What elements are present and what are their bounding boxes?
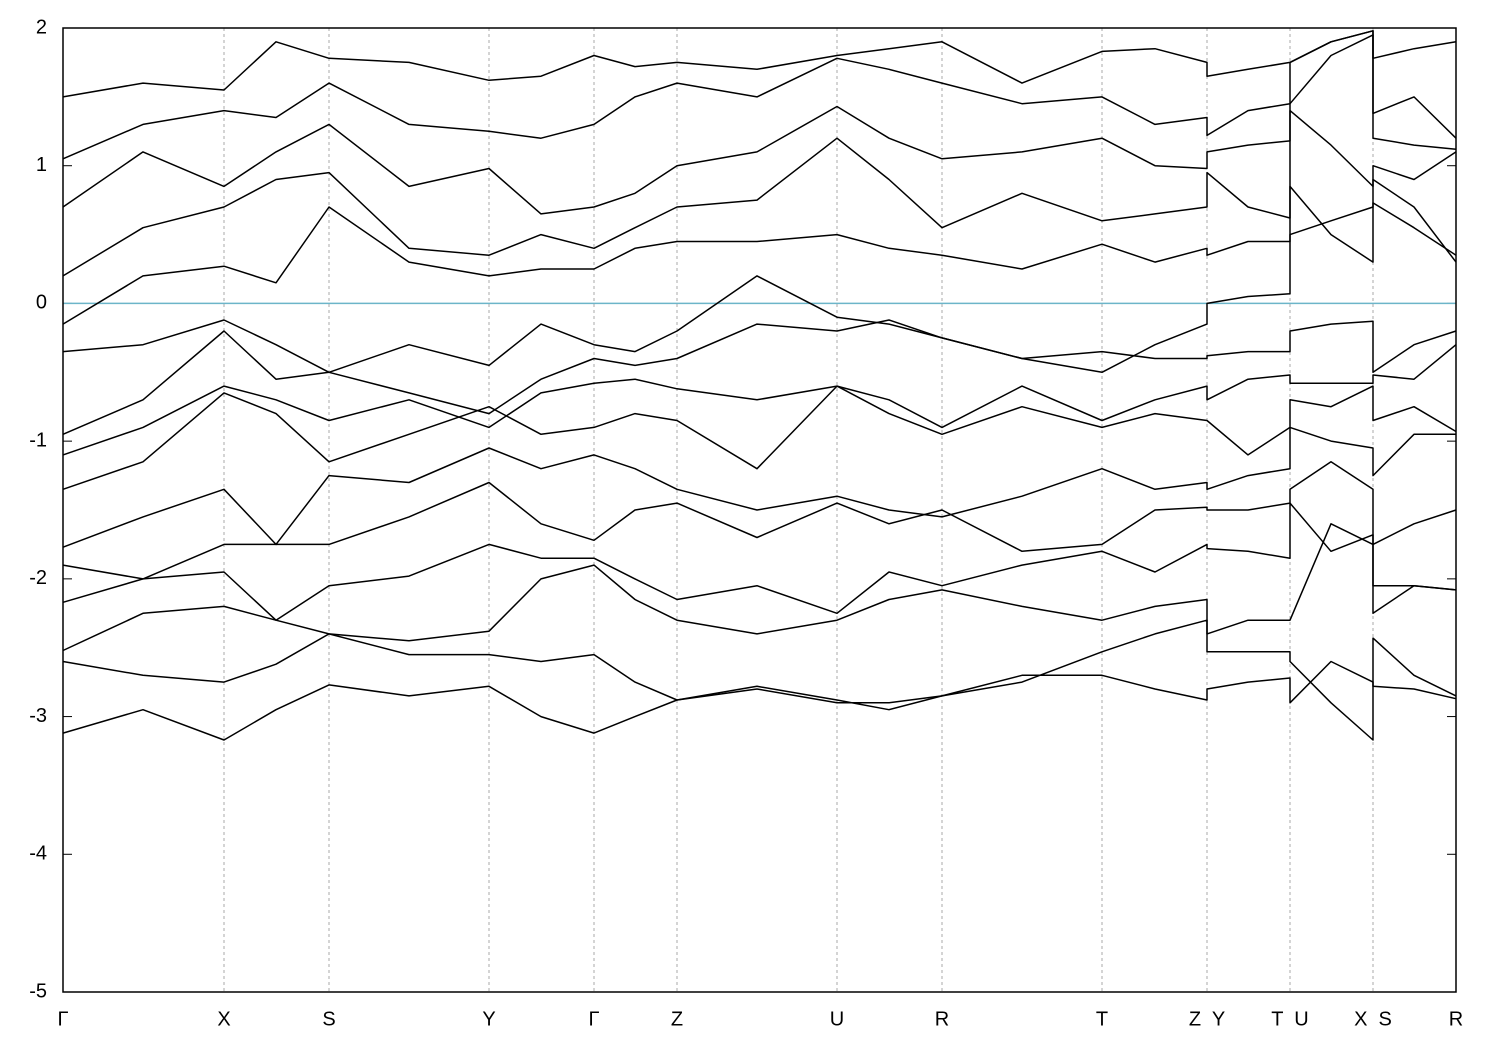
y-tick-label: 0 (36, 292, 47, 314)
y-tick-label: -3 (29, 705, 47, 727)
y-tick-label: 1 (36, 154, 47, 176)
x-tick-label: R (1449, 1008, 1463, 1030)
x-tick-label: T (1096, 1008, 1108, 1030)
band-line (62, 619, 1457, 741)
band-line (62, 34, 1457, 215)
x-tick-label: Z (671, 1008, 683, 1030)
band-line (62, 502, 1457, 621)
band-line (62, 178, 1457, 325)
y-tick-label: -1 (29, 429, 47, 451)
y-tick-label: -2 (29, 567, 47, 589)
x-tick-label: U (830, 1008, 844, 1030)
band-line (62, 344, 1457, 456)
y-tick-label: 2 (36, 16, 47, 38)
x-tick-label: S (322, 1008, 335, 1030)
x-tick-label: Y (482, 1008, 495, 1030)
x-tick-label: X S (1354, 1008, 1392, 1030)
y-tick-label: -5 (29, 980, 47, 1002)
band-line (62, 523, 1457, 652)
x-tick-label: Z Y (1189, 1008, 1225, 1030)
band-line (62, 426, 1456, 548)
band-line (62, 461, 1457, 580)
plot-frame (62, 27, 1457, 993)
y-tick-label: -4 (29, 843, 47, 865)
x-tick-label: X (217, 1008, 230, 1030)
band-line (62, 660, 1457, 741)
x-tick-label: Γ (57, 1008, 68, 1030)
x-tick-label: R (935, 1008, 949, 1030)
x-tick-label: T U (1271, 1008, 1308, 1030)
band-line (62, 319, 1457, 435)
x-tick-label: Γ (588, 1008, 599, 1030)
band-line (62, 30, 1457, 98)
band-line (62, 30, 1457, 160)
band-line (62, 202, 1457, 374)
band-line (62, 109, 1457, 277)
band-line (62, 385, 1457, 491)
